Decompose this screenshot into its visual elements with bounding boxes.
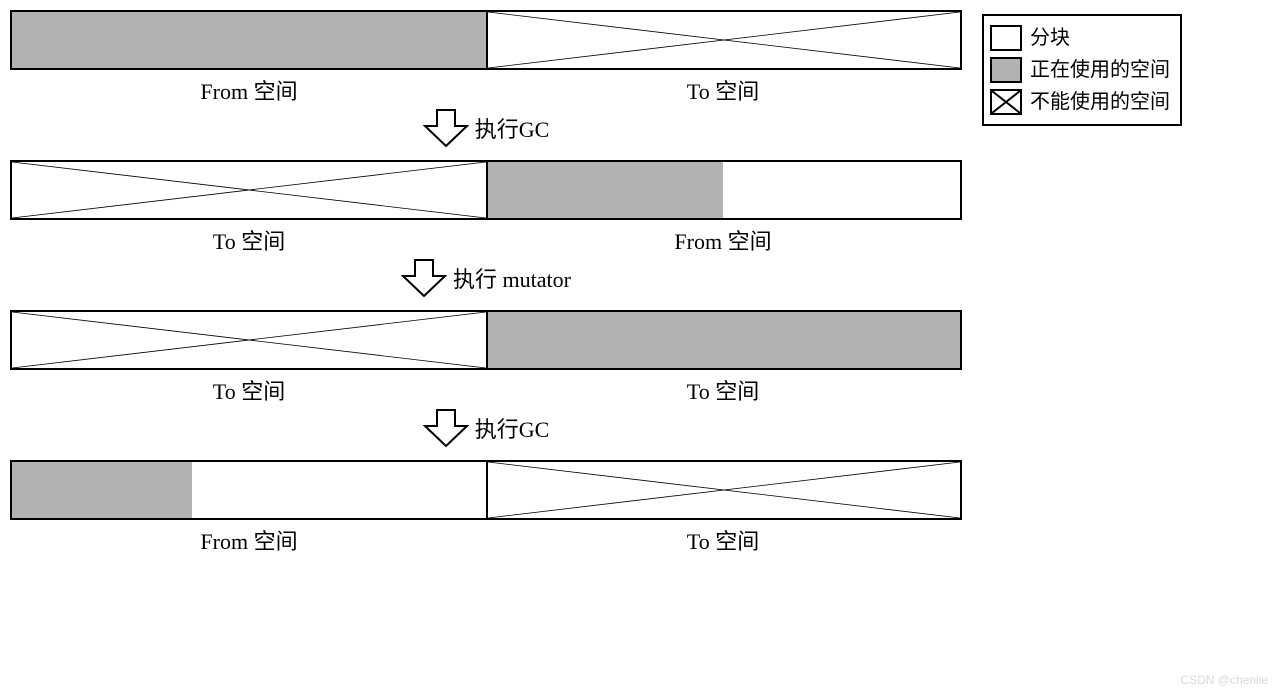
legend-label-used: 正在使用的空间 <box>1030 54 1170 86</box>
memory-bar-3 <box>10 310 962 370</box>
memory-bar-4 <box>10 460 962 520</box>
label-right-2: From 空间 <box>486 220 960 258</box>
label-right-4: To 空间 <box>486 520 960 558</box>
legend-label-block: 分块 <box>1030 22 1070 54</box>
labels-1: From 空间 To 空间 <box>12 70 960 108</box>
legend-item-unusable: 不能使用的空间 <box>990 86 1170 118</box>
label-left-1: From 空间 <box>12 70 486 108</box>
row-1: From 空间 To 空间 执行GC <box>10 10 962 158</box>
arrow-2: 执行 mutator <box>12 258 960 298</box>
gc-diagram: From 空间 To 空间 执行GC To 空间 From 空间 <box>10 10 962 560</box>
down-arrow-icon <box>401 258 447 298</box>
legend-item-block: 分块 <box>990 22 1170 54</box>
legend-item-used: 正在使用的空间 <box>990 54 1170 86</box>
segment-from-free <box>192 462 486 518</box>
segment-from-used <box>12 462 192 518</box>
segment-to-unusable <box>486 462 960 518</box>
segment-from-used <box>12 12 486 68</box>
legend-swatch-empty <box>990 25 1022 51</box>
label-left-3: To 空间 <box>12 370 486 408</box>
arrow-label-3: 执行GC <box>475 412 550 444</box>
arrow-label-1: 执行GC <box>475 112 550 144</box>
memory-bar-2 <box>10 160 962 220</box>
arrow-label-2: 执行 mutator <box>453 262 571 294</box>
legend: 分块 正在使用的空间 不能使用的空间 <box>982 14 1182 126</box>
segment-to-unusable <box>486 12 960 68</box>
legend-swatch-filled <box>990 57 1022 83</box>
label-right-1: To 空间 <box>486 70 960 108</box>
arrow-1: 执行GC <box>12 108 960 148</box>
segment-from-free <box>723 162 960 218</box>
memory-bar-1 <box>10 10 962 70</box>
label-left-2: To 空间 <box>12 220 486 258</box>
arrow-3: 执行GC <box>12 408 960 448</box>
down-arrow-icon <box>423 108 469 148</box>
row-2: To 空间 From 空间 执行 mutator <box>10 160 962 308</box>
segment-from-used <box>486 162 723 218</box>
segment-to-used <box>486 312 960 368</box>
legend-label-unusable: 不能使用的空间 <box>1030 86 1170 118</box>
row-4: From 空间 To 空间 <box>10 460 962 558</box>
labels-2: To 空间 From 空间 <box>12 220 960 258</box>
segment-to-unusable <box>12 162 486 218</box>
legend-swatch-crossed <box>990 89 1022 115</box>
watermark: CSDN @cheniie <box>1180 673 1268 687</box>
down-arrow-icon <box>423 408 469 448</box>
label-left-4: From 空间 <box>12 520 486 558</box>
label-right-3: To 空间 <box>486 370 960 408</box>
segment-to-unusable <box>12 312 486 368</box>
labels-4: From 空间 To 空间 <box>12 520 960 558</box>
row-3: To 空间 To 空间 执行GC <box>10 310 962 458</box>
labels-3: To 空间 To 空间 <box>12 370 960 408</box>
